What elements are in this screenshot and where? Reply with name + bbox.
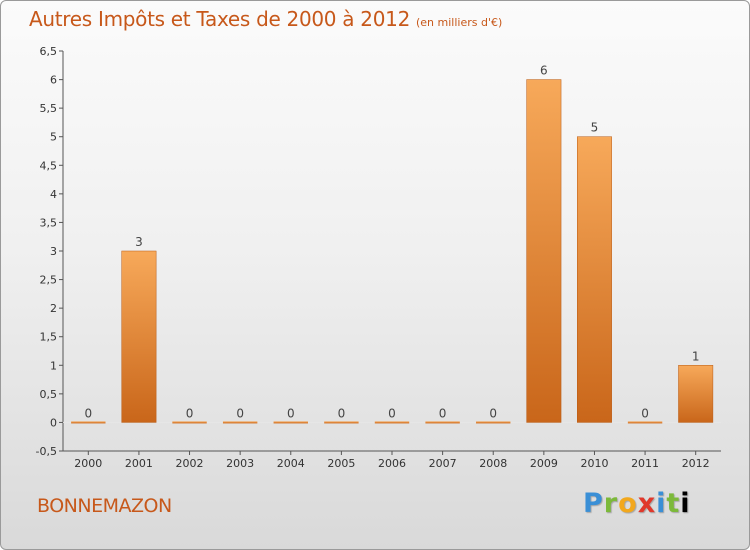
data-label: 6 [540,64,548,78]
x-tick-label: 2005 [327,457,355,470]
bar [324,421,359,424]
x-tick-label: 2008 [479,457,507,470]
data-label: 0 [287,406,295,420]
y-tick-label: 3 [50,245,57,258]
y-tick-label: 6,5 [40,45,58,58]
chart-title: Autres Impôts et Taxes de 2000 à 2012 (en… [29,7,502,31]
x-tick-label: 2006 [378,457,406,470]
x-tick-label: 2011 [631,457,659,470]
x-tick-label: 2007 [429,457,457,470]
title-text: Autres Impôts et Taxes de 2000 à 2012 [29,7,410,31]
bar [476,421,511,424]
bar [172,421,207,424]
data-label: 0 [236,406,244,420]
bar [627,421,663,424]
x-tick-label: 2004 [277,457,305,470]
bar [526,79,562,423]
y-tick-label: 4,5 [40,159,58,172]
y-tick-label: 0,5 [40,388,58,401]
y-tick-label: 3,5 [40,216,58,229]
data-label: 1 [692,349,700,363]
data-label: 0 [388,406,396,420]
x-tick-label: 2002 [176,457,204,470]
x-tick-label: 2001 [125,457,153,470]
data-label: 0 [84,406,92,420]
bar [71,421,106,424]
bar [273,421,308,424]
x-tick-label: 2009 [530,457,558,470]
x-tick-label: 2012 [682,457,710,470]
x-tick-label: 2010 [580,457,608,470]
data-label: 0 [338,406,346,420]
bar [425,421,460,424]
y-tick-label: 5 [50,131,57,144]
data-label: 0 [439,406,447,420]
y-tick-label: 2,5 [40,274,58,287]
y-tick-label: 0 [50,416,57,429]
bar [222,421,258,424]
bar [678,365,714,423]
town-name: BONNEMAZON [37,495,172,517]
bar [121,250,157,423]
data-label: 0 [186,406,194,420]
bar [577,136,612,423]
y-tick-label: 1,5 [40,331,58,344]
y-tick-label: 2 [50,302,57,315]
data-label: 3 [135,235,143,249]
y-tick-label: 6 [50,74,57,87]
data-label: 0 [489,406,497,420]
x-tick-label: 2003 [226,457,254,470]
y-tick-label: 1 [50,359,57,372]
bar [374,421,410,424]
proxiti-logo: Proxiti [583,488,691,519]
title-unit: (en milliers d'€) [416,16,503,29]
y-tick-label: 4 [50,188,57,201]
data-label: 0 [641,406,649,420]
x-tick-label: 2000 [74,457,102,470]
y-tick-label: -0,5 [36,445,57,458]
data-label: 5 [591,121,599,135]
y-tick-label: 5,5 [40,102,58,115]
